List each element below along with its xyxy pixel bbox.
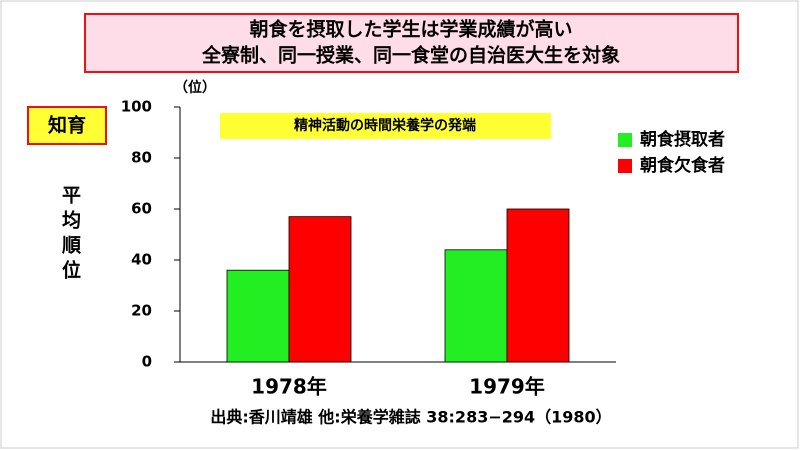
chart-title: 朝食を摂取した学生は学業成績が高い <box>249 18 572 41</box>
chart-subtitle: 全寮制、同一授業、同一食堂の自治医大生を対象 <box>201 44 620 67</box>
badge-box <box>27 106 107 145</box>
badge: 知育 <box>48 114 86 137</box>
y-tick-label: 40 <box>131 251 152 269</box>
y-unit: （位） <box>174 79 216 96</box>
bar <box>288 216 352 363</box>
y-tick-label: 100 <box>121 98 152 116</box>
title-box <box>84 13 739 73</box>
y-tick-label: 20 <box>131 302 152 320</box>
y-tick-label: 80 <box>131 149 152 167</box>
legend-swatch <box>618 133 632 147</box>
bar <box>506 208 570 363</box>
annotation-box <box>220 113 551 139</box>
annotation: 精神活動の時間栄養学の発端 <box>294 117 476 134</box>
legend-label: 朝食欠食者 <box>640 155 725 176</box>
y-axis-label: 平均順位 <box>59 185 81 285</box>
bar <box>444 249 508 363</box>
y-tick-label: 0 <box>142 353 152 371</box>
legend-label: 朝食摂取者 <box>640 129 725 150</box>
source: 出典:香川靖雄 他:栄養学雑誌 38:283−294（1980） <box>210 408 611 427</box>
legend-swatch <box>618 159 632 173</box>
x-tick-label: 1978年 <box>251 375 327 399</box>
x-tick-label: 1979年 <box>469 375 545 399</box>
bar <box>226 269 290 363</box>
y-tick-label: 60 <box>131 200 152 218</box>
